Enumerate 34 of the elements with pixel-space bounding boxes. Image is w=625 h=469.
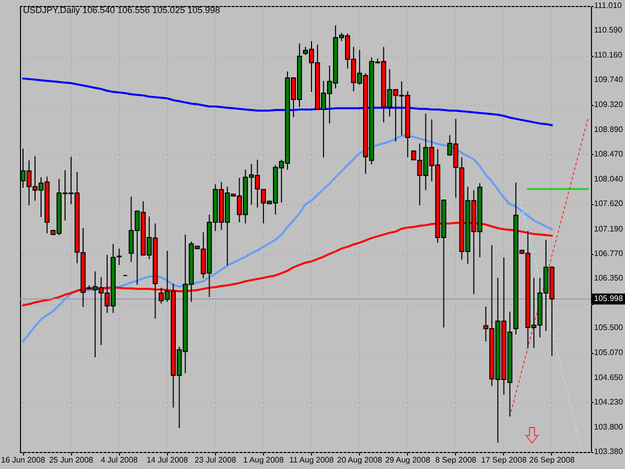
line-series xyxy=(22,77,553,126)
x-tick-label: 4 Jul 2008 xyxy=(100,456,138,464)
y-tick-label: 110.590 xyxy=(594,26,623,35)
y-tick-label: 105.070 xyxy=(594,348,624,358)
x-tick-label: 20 Aug 2008 xyxy=(337,456,383,464)
y-tick-label: 109.320 xyxy=(594,100,624,109)
x-tick-label: 8 Sep 2008 xyxy=(435,456,477,464)
y-tick-label: 103.380 xyxy=(594,447,624,456)
y-tick-label: 107.620 xyxy=(594,199,624,208)
y-tick-label: 107.190 xyxy=(594,224,624,234)
x-tick-label: 17 Sep 2008 xyxy=(481,456,528,464)
x-tick-label: 29 Aug 2008 xyxy=(385,456,431,464)
x-tick-label: 23 Jul 2008 xyxy=(194,456,237,464)
y-tick-label: 110.160 xyxy=(594,50,623,60)
y-tick-label: 103.800 xyxy=(594,422,624,432)
y-tick-label: 106.350 xyxy=(594,273,624,282)
y-tick-label: 111.010 xyxy=(594,1,622,10)
x-tick-label: 11 Aug 2008 xyxy=(289,456,334,464)
y-tick-label: 109.740 xyxy=(594,75,624,84)
y-tick-label: 105.500 xyxy=(594,323,624,332)
x-tick-label: 14 Jul 2008 xyxy=(146,456,188,464)
y-tick-label: 108.890 xyxy=(594,124,624,134)
y-tick-label: 104.650 xyxy=(594,372,624,382)
y-tick-label: 104.230 xyxy=(594,397,624,406)
x-tick-label: 25 Jun 2008 xyxy=(49,456,94,464)
x-tick-label: 26 Sep 2008 xyxy=(529,456,576,464)
y-tick-label: 106.770 xyxy=(594,248,624,258)
x-tick-label: 1 Aug 2008 xyxy=(243,456,284,464)
y-tick-label: 108.040 xyxy=(594,174,624,184)
x-tick-label: 16 Jun 2008 xyxy=(0,456,46,464)
ref-line-label: 105.998 xyxy=(594,294,624,303)
chart-title: USDJPY,Daily 106.540 106.556 105.025 105.998 xyxy=(23,5,220,15)
y-tick-label: 108.470 xyxy=(594,149,624,158)
line-series xyxy=(22,134,553,343)
